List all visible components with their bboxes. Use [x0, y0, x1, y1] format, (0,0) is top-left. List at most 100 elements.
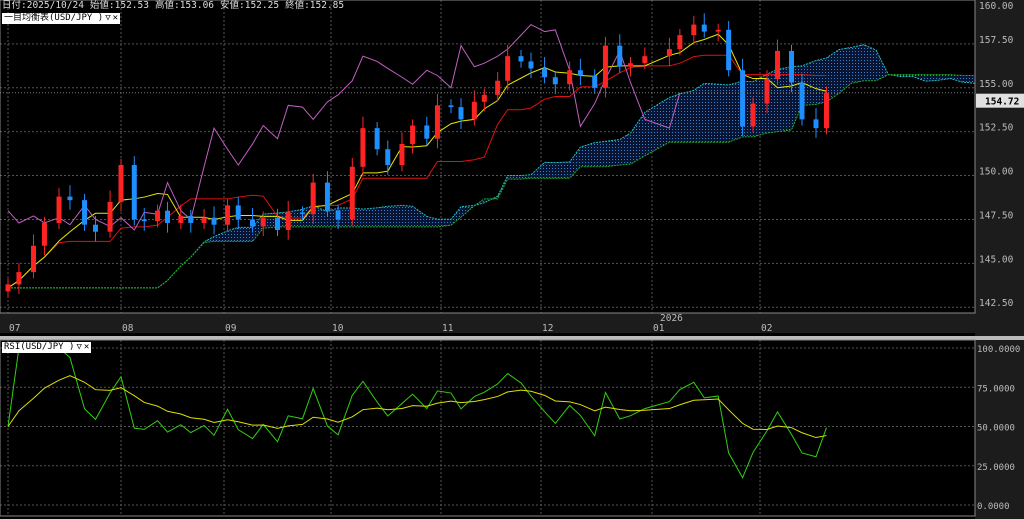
candle-body [666, 49, 672, 57]
candle-body [471, 101, 477, 120]
ichimoku-title: 一目均衡表(USD/JPY ) [4, 13, 104, 23]
candle-body [324, 182, 330, 211]
candle-body [740, 70, 746, 127]
main-plot-border [0, 0, 976, 314]
candle-body [92, 224, 98, 232]
rsi-plot-border [0, 339, 976, 517]
last-price-badge [976, 93, 1024, 108]
rsi-line [7, 347, 827, 479]
candle-body [434, 105, 440, 139]
date-tick-label: 08 [122, 323, 134, 334]
candle-body [552, 77, 558, 85]
candle-body [5, 284, 11, 292]
candle-body [448, 105, 454, 108]
candle-body [775, 50, 780, 79]
price-tick-label: 147.50 [979, 210, 1014, 221]
candle-body [360, 128, 366, 167]
candle-body [567, 70, 573, 85]
candle-body [424, 125, 430, 139]
date-tick-label: 02 [761, 323, 772, 334]
ichimoku-panel-tag[interactable]: 一目均衡表(USD/JPY ) ▽ ✕ [2, 13, 121, 24]
chikou-line [7, 23, 681, 231]
candle-body [677, 35, 683, 50]
price-tick-label: 150.00 [979, 167, 1014, 178]
candle-body [285, 212, 291, 230]
price-tick-label: 152.50 [979, 123, 1014, 134]
candle-body [211, 217, 217, 225]
date-tick-label: 09 [225, 323, 237, 334]
candle-body [374, 128, 380, 150]
candle-body [155, 210, 161, 222]
candle-body [799, 82, 805, 120]
rsi-tick-label: 100.0000 [977, 345, 1020, 355]
rsi-tick-label: 0.0000 [977, 502, 1010, 512]
candle-body [628, 63, 634, 67]
candle-body [602, 45, 608, 88]
date-axis-bg [0, 313, 975, 333]
candle-body [824, 92, 829, 129]
close-icon[interactable]: ✕ [83, 342, 90, 352]
candle-body [528, 61, 534, 69]
candle-body [178, 215, 184, 223]
candle-body [82, 200, 88, 225]
candle-body [16, 272, 22, 285]
candle-body [577, 70, 583, 76]
candle-body [349, 166, 355, 220]
candle-body [335, 210, 341, 220]
candle-body [813, 119, 819, 129]
date-tick-label: 12 [542, 323, 553, 334]
senkou-span-b-line [8, 74, 975, 289]
candle-body [188, 215, 194, 223]
candle-body [750, 103, 756, 127]
candle-body [141, 219, 147, 222]
candle-body [399, 143, 405, 166]
candle-body [542, 68, 548, 78]
candle-body [495, 80, 501, 95]
rsi-tick-label: 25.0000 [977, 463, 1015, 473]
candle-body [299, 212, 305, 215]
candle-body [41, 222, 47, 246]
ichimoku-cloud [8, 44, 975, 288]
date-tick-label: 07 [9, 323, 20, 334]
candle-body [715, 29, 721, 32]
date-tick-label: 10 [332, 323, 344, 334]
candle-body [701, 24, 707, 32]
price-axis-bg [975, 0, 1024, 519]
candle-body [691, 24, 697, 36]
ohlc-info-bar: 日付:2025/10/24 始値:152.53 高値:153.06 安値:152.25… [2, 0, 350, 12]
rsi-panel-tag[interactable]: RSI(USD/JPY ) ▽ ✕ [2, 342, 92, 353]
dropdown-icon[interactable]: ▽ [76, 342, 82, 352]
price-tick-label: 155.00 [979, 79, 1014, 90]
open-value: 始値:152.53 [89, 0, 149, 11]
low-value: 安値:152.25 [220, 0, 280, 11]
price-tick-label: 142.50 [979, 298, 1014, 309]
panel-splitter[interactable] [0, 336, 1024, 340]
candle-body [250, 219, 256, 227]
candle-body [592, 75, 598, 88]
dropdown-icon[interactable]: ▽ [105, 13, 111, 23]
date-tick-label: 11 [442, 323, 454, 334]
candle-body [56, 196, 62, 223]
candle-body [275, 217, 280, 230]
candle-body [131, 165, 137, 220]
candle-body [67, 196, 73, 201]
candle-body [617, 45, 623, 67]
candle-body [260, 217, 266, 227]
rsi-tick-label: 75.0000 [977, 384, 1015, 394]
candle-body [225, 205, 231, 225]
candle-body [726, 29, 732, 71]
candle-body [118, 165, 124, 202]
candle-body [642, 56, 648, 64]
candle-body [201, 217, 207, 223]
senkou-span-a-line [8, 44, 975, 289]
price-tick-label: 157.50 [979, 35, 1014, 46]
close-value: 終値:152.85 [285, 0, 345, 11]
date-value: 日付:2025/10/24 [2, 0, 84, 11]
close-icon[interactable]: ✕ [112, 13, 119, 23]
high-value: 高値:153.06 [154, 0, 215, 11]
candle-body [410, 125, 416, 144]
candle-body [505, 56, 511, 81]
year-label: 2026 [660, 313, 683, 324]
candle-body [481, 94, 487, 102]
